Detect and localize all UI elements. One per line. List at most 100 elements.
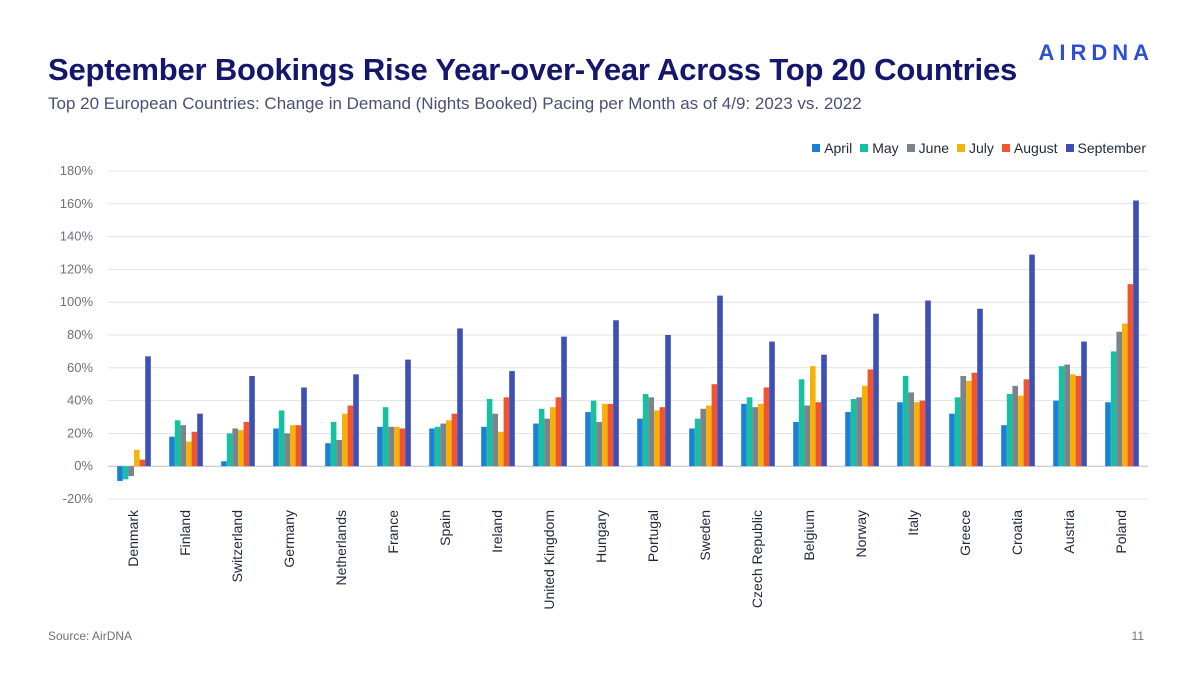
bar: [596, 421, 602, 467]
bar: [325, 443, 331, 467]
bar: [856, 397, 862, 467]
bar: [659, 407, 666, 467]
x-tick-label: Poland: [1113, 510, 1129, 554]
x-tick-label: Belgium: [801, 510, 817, 561]
bar: [394, 426, 400, 467]
chart-legend: April May June July August September: [812, 140, 1146, 156]
bar: [758, 403, 764, 467]
bar: [1116, 331, 1122, 467]
bar: [763, 387, 770, 467]
x-tick-label: Sweden: [697, 510, 713, 561]
page-title: September Bookings Rise Year-over-Year A…: [48, 52, 1018, 87]
bar: [134, 449, 140, 467]
bar: [1105, 402, 1111, 467]
bar: [446, 420, 452, 467]
bar: [221, 461, 227, 467]
bar: [700, 408, 706, 467]
bar: [648, 397, 654, 467]
bar: [451, 413, 458, 467]
legend-item: September: [1065, 140, 1146, 156]
bar: [440, 423, 446, 467]
bar: [139, 459, 146, 467]
bar: [405, 359, 411, 467]
y-tick-label: 120%: [60, 261, 94, 276]
bar: [1070, 374, 1076, 467]
y-tick-label: 160%: [60, 196, 94, 211]
y-tick-label: 40%: [67, 393, 93, 408]
bar: [1006, 394, 1013, 467]
bar: [1110, 351, 1117, 467]
bar: [561, 336, 567, 467]
bar: [1053, 400, 1059, 467]
legend-item: June: [906, 140, 949, 156]
bar: [873, 313, 879, 467]
bar: [533, 423, 539, 467]
bar: [169, 436, 175, 467]
bar: [284, 433, 290, 467]
bar: [1081, 341, 1087, 467]
x-tick-label: France: [385, 510, 401, 554]
bar: [862, 385, 868, 467]
bar: [117, 466, 123, 481]
bar: [399, 428, 406, 467]
bar: [481, 426, 487, 467]
bar: [665, 335, 671, 467]
bar: [174, 420, 181, 467]
y-tick-label: 140%: [60, 229, 94, 244]
bar: [550, 407, 556, 467]
bar: [971, 372, 978, 467]
y-tick-label: 80%: [67, 327, 93, 342]
bar: [232, 428, 238, 467]
bar: [1023, 379, 1030, 467]
legend-swatch: [1001, 144, 1010, 152]
x-tick-label: Portugal: [645, 510, 661, 562]
bar: [746, 397, 753, 467]
bar: [694, 418, 701, 467]
bar: [908, 392, 914, 467]
legend-label: August: [1013, 140, 1058, 156]
bar: [555, 397, 562, 467]
bar: [717, 295, 723, 467]
bar: [434, 426, 441, 467]
bar: [845, 412, 851, 467]
bar: [925, 300, 931, 467]
x-axis-labels: Denmark Finland Switzerland Germany Netherla…: [125, 509, 1129, 610]
bar: [377, 426, 383, 467]
airdna-logo: AIRDNA: [1038, 40, 1154, 65]
bar: [798, 379, 805, 467]
bar: [867, 369, 874, 467]
legend-swatch: [957, 144, 966, 152]
bar: [1001, 425, 1007, 467]
bar: [914, 402, 920, 467]
bar: [1018, 395, 1024, 467]
bar: [128, 466, 134, 477]
bar: [273, 428, 279, 467]
bar: [769, 341, 775, 467]
bar: [902, 376, 909, 467]
x-tick-label: United Kingdom: [541, 510, 557, 610]
bar: [544, 418, 550, 467]
page-subtitle: Top 20 European Countries: Change in Dem…: [48, 94, 862, 113]
bar: [977, 308, 983, 467]
y-tick-label: 100%: [60, 294, 94, 309]
bar: [711, 384, 718, 467]
legend-item: July: [957, 140, 994, 156]
bar: [1012, 385, 1018, 467]
x-tick-label: Greece: [957, 510, 973, 556]
bar: [180, 425, 186, 467]
bar: [642, 394, 649, 467]
bar: [353, 374, 359, 467]
y-axis-ticks: -20% 0% 20% 40% 60% 80% 100% 120% 140% 160% 180%: [60, 163, 94, 506]
bar: [197, 413, 203, 467]
bar: [793, 421, 799, 467]
bar: [949, 413, 955, 467]
x-tick-label: Norway: [853, 510, 869, 557]
bar: [741, 403, 747, 467]
bar: [954, 397, 961, 467]
x-tick-label: Czech Republic: [749, 510, 765, 608]
bar: [637, 418, 643, 467]
bar: [821, 354, 827, 467]
x-tick-label: Finland: [177, 510, 193, 556]
bar: [1133, 200, 1139, 467]
bar: [191, 431, 198, 467]
